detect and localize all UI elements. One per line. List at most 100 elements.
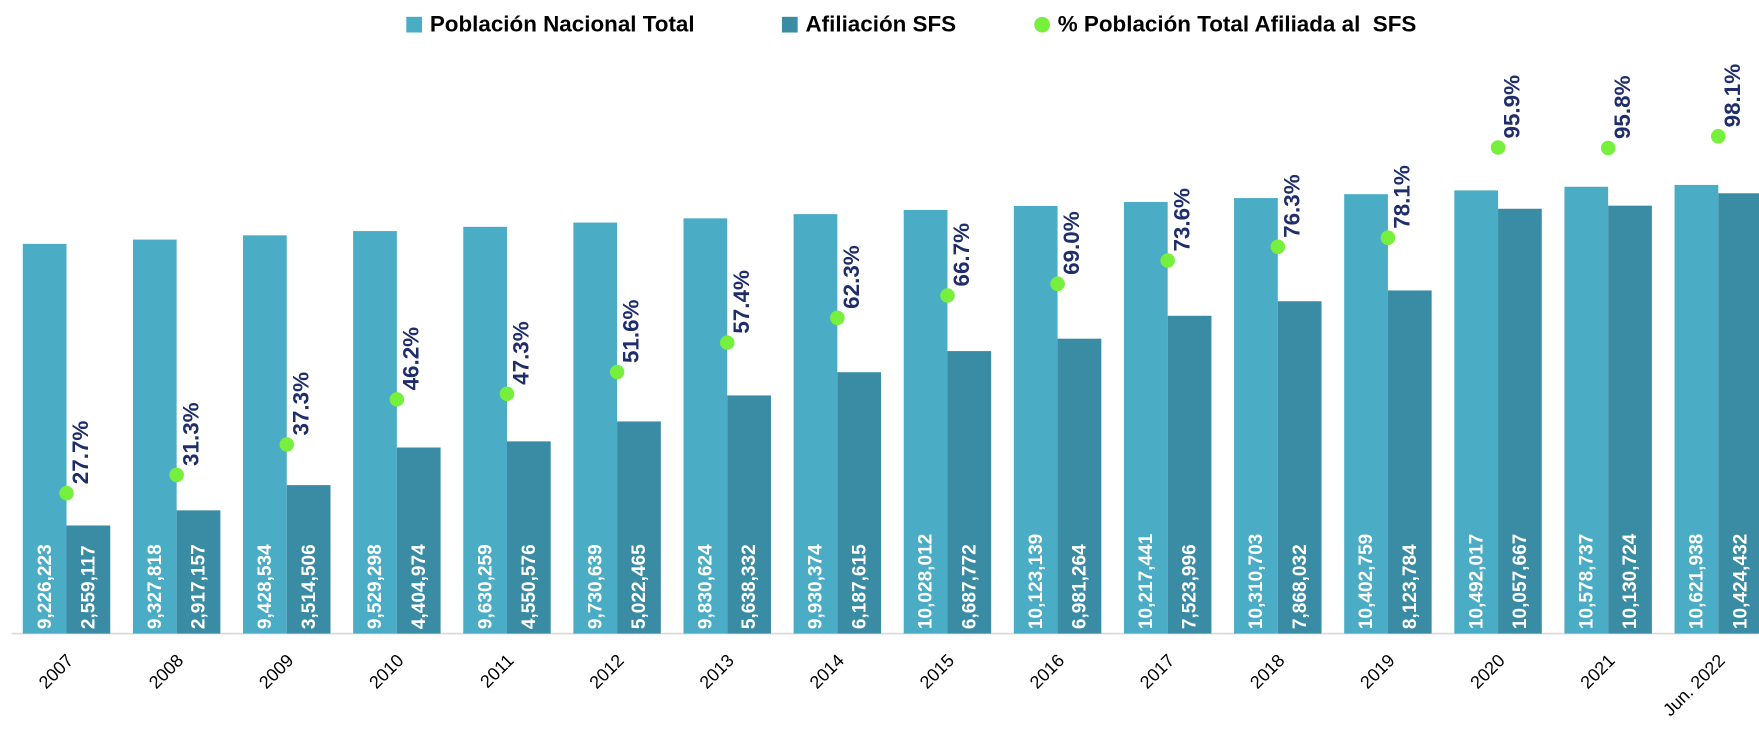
- bar: [1057, 338, 1102, 634]
- x-tick-label: 2010: [365, 650, 407, 692]
- bar-value-label: 9,630,259: [475, 544, 496, 629]
- bar-value-label: 5,638,332: [739, 544, 760, 629]
- x-tick-label: 2017: [1136, 650, 1178, 692]
- percent-label: 47.3%: [509, 321, 534, 385]
- percent-label: 98.1%: [1720, 64, 1745, 128]
- bar: [132, 239, 177, 634]
- bar-value-label: 9,529,298: [365, 544, 386, 629]
- bar-value-label: 8,123,784: [1400, 544, 1421, 629]
- percent-dot: [279, 437, 295, 452]
- bar: [903, 210, 948, 634]
- legend-label: % Población Total Afiliada al SFS: [1058, 12, 1417, 37]
- x-tick-label: 2019: [1356, 650, 1398, 692]
- bar: [22, 243, 67, 634]
- bar: [396, 447, 441, 634]
- percent-dot: [1050, 276, 1065, 292]
- x-tick-label: 2014: [806, 650, 848, 692]
- bar: [1277, 301, 1322, 634]
- bar: [1344, 194, 1388, 634]
- bar-value-label: 9,730,639: [585, 544, 606, 629]
- bar-value-label: 7,523,996: [1180, 544, 1201, 629]
- percent-dot: [169, 467, 184, 483]
- x-tick-label: 2012: [585, 650, 627, 692]
- bar-value-label: 10,492,017: [1466, 534, 1487, 629]
- bar-value-label: 10,424,432: [1730, 534, 1751, 629]
- bar: [506, 441, 551, 634]
- percent-label: 27.7%: [68, 421, 93, 485]
- percent-dot: [609, 364, 625, 380]
- bar-value-label: 10,578,737: [1576, 534, 1597, 629]
- bar-value-label: 9,428,534: [255, 544, 276, 629]
- percent-dot: [1380, 230, 1396, 246]
- x-tick-label: 2011: [476, 650, 517, 691]
- bar-value-label: 10,402,759: [1356, 534, 1377, 629]
- bar: [683, 218, 728, 634]
- bar: [353, 231, 397, 634]
- percent-label: 46.2%: [398, 327, 423, 391]
- bar-value-label: 6,687,772: [959, 544, 980, 629]
- bar: [727, 395, 771, 634]
- percent-dot: [59, 485, 74, 501]
- percent-dot: [719, 335, 735, 350]
- legend-marker: [781, 16, 798, 33]
- bar-value-label: 4,404,974: [409, 544, 430, 629]
- bar: [286, 485, 331, 634]
- bar-value-label: 10,621,938: [1687, 534, 1708, 629]
- percent-label: 78.1%: [1390, 165, 1415, 229]
- bar: [1234, 198, 1278, 634]
- bar: [1718, 193, 1759, 634]
- legend-label: Afiliación SFS: [805, 12, 956, 37]
- bar: [1674, 184, 1719, 634]
- bar-value-label: 9,226,223: [35, 544, 56, 629]
- percent-dot: [1160, 253, 1175, 268]
- bar-value-label: 2,917,157: [189, 544, 210, 629]
- bar-value-label: 9,830,624: [696, 544, 717, 629]
- bar-value-label: 2,559,117: [79, 545, 100, 629]
- bar-value-label: 10,130,724: [1620, 533, 1641, 629]
- percent-label: 69.0%: [1059, 211, 1084, 275]
- percent-dot: [940, 288, 955, 303]
- bar-value-label: 7,868,032: [1290, 544, 1311, 629]
- percent-label: 76.3%: [1279, 174, 1304, 238]
- bar-value-label: 9,930,374: [806, 544, 827, 629]
- percent-label: 95.8%: [1610, 75, 1635, 139]
- bar: [1454, 190, 1499, 634]
- bar: [617, 421, 661, 634]
- x-tick-label: 2007: [35, 650, 77, 692]
- bar: [176, 510, 221, 634]
- bar-value-label: 10,123,139: [1026, 534, 1047, 629]
- x-tick-label: 2021: [1576, 650, 1618, 692]
- bar-value-label: 10,310,703: [1246, 534, 1267, 629]
- bar: [1608, 205, 1652, 634]
- bar: [793, 214, 838, 634]
- legend-marker: [1034, 16, 1050, 33]
- percent-dot: [1710, 129, 1726, 144]
- legend-marker: [406, 16, 422, 33]
- percent-label: 37.3%: [288, 372, 313, 436]
- percent-label: 31.3%: [178, 402, 203, 466]
- x-tick-label: 2016: [1026, 650, 1068, 692]
- x-tick-label: 2018: [1246, 650, 1288, 692]
- bar-value-label: 3,514,506: [299, 544, 320, 629]
- bar-value-label: 10,057,667: [1510, 534, 1531, 629]
- bar: [1013, 205, 1058, 634]
- percent-dot: [499, 386, 515, 402]
- bar-value-label: 6,981,264: [1070, 544, 1091, 629]
- percent-dot: [1600, 140, 1616, 156]
- bar-value-label: 10,028,012: [916, 534, 937, 629]
- bar: [1123, 202, 1168, 634]
- bar-value-label: 4,550,576: [519, 544, 540, 629]
- percent-dot: [1270, 239, 1286, 255]
- bar: [1498, 208, 1542, 634]
- bar: [243, 235, 287, 634]
- percent-label: 66.7%: [949, 223, 974, 287]
- percent-label: 73.6%: [1169, 188, 1194, 252]
- bar: [1564, 186, 1609, 634]
- x-tick-label: 2015: [916, 650, 958, 692]
- percent-label: 57.4%: [729, 270, 754, 334]
- bar: [1167, 315, 1212, 634]
- bar-value-label: 9,327,818: [145, 544, 166, 629]
- x-tick-label: 2020: [1466, 650, 1508, 692]
